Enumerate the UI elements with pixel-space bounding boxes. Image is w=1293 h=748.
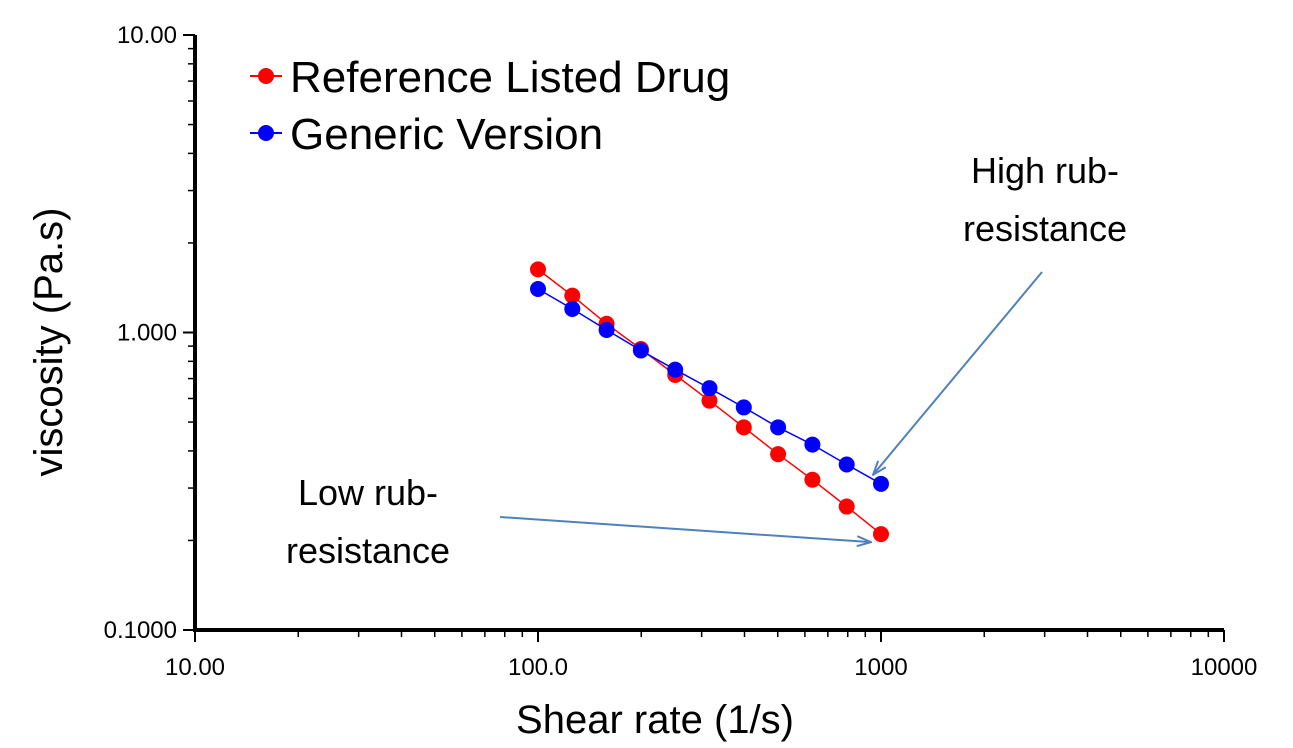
data-point-series-1 bbox=[632, 342, 649, 359]
legend-label: Reference Listed Drug bbox=[290, 53, 730, 102]
x-tick-label: 10.00 bbox=[165, 654, 225, 681]
data-point-series-0 bbox=[838, 498, 855, 515]
x-axis-title: Shear rate (1/s) bbox=[516, 698, 794, 742]
data-point-series-1 bbox=[770, 419, 787, 436]
annotation-label: Low rub-resistance bbox=[286, 472, 450, 571]
y-tick-label: 1.000 bbox=[117, 320, 177, 347]
data-point-series-1 bbox=[804, 436, 821, 453]
data-point-series-1 bbox=[735, 399, 752, 416]
y-tick-label: 10.00 bbox=[117, 22, 177, 49]
annotation-arrow bbox=[873, 271, 1043, 475]
data-point-series-0 bbox=[770, 446, 787, 463]
data-point-series-1 bbox=[873, 475, 889, 492]
data-point-series-0 bbox=[701, 392, 718, 409]
legend-swatch-marker bbox=[258, 125, 274, 141]
data-point-series-1 bbox=[701, 380, 718, 397]
data-point-series-0 bbox=[804, 471, 821, 488]
data-point-series-1 bbox=[564, 300, 581, 317]
y-tick-label: 0.1000 bbox=[104, 617, 177, 644]
x-tick-label: 1000 bbox=[854, 654, 907, 681]
legend-label: Generic Version bbox=[290, 110, 603, 159]
legend-swatch-marker bbox=[258, 68, 274, 84]
data-point-series-0 bbox=[873, 526, 889, 543]
y-axis-title: viscosity (Pa.s) bbox=[27, 208, 71, 477]
data-point-series-1 bbox=[598, 321, 615, 338]
data-point-series-0 bbox=[564, 287, 581, 304]
annotation-label: High rub-resistance bbox=[963, 150, 1127, 249]
data-point-series-0 bbox=[735, 419, 752, 436]
data-point-series-1 bbox=[667, 361, 684, 378]
x-tick-label: 10000 bbox=[1191, 654, 1258, 681]
legend: Reference Listed Drug Generic Version bbox=[250, 53, 730, 159]
data-point-series-1 bbox=[838, 456, 855, 473]
data-point-series-0 bbox=[530, 261, 546, 278]
x-tick-label: 100.0 bbox=[508, 654, 568, 681]
annotation-arrow bbox=[499, 516, 871, 542]
data-point-series-1 bbox=[530, 281, 546, 298]
